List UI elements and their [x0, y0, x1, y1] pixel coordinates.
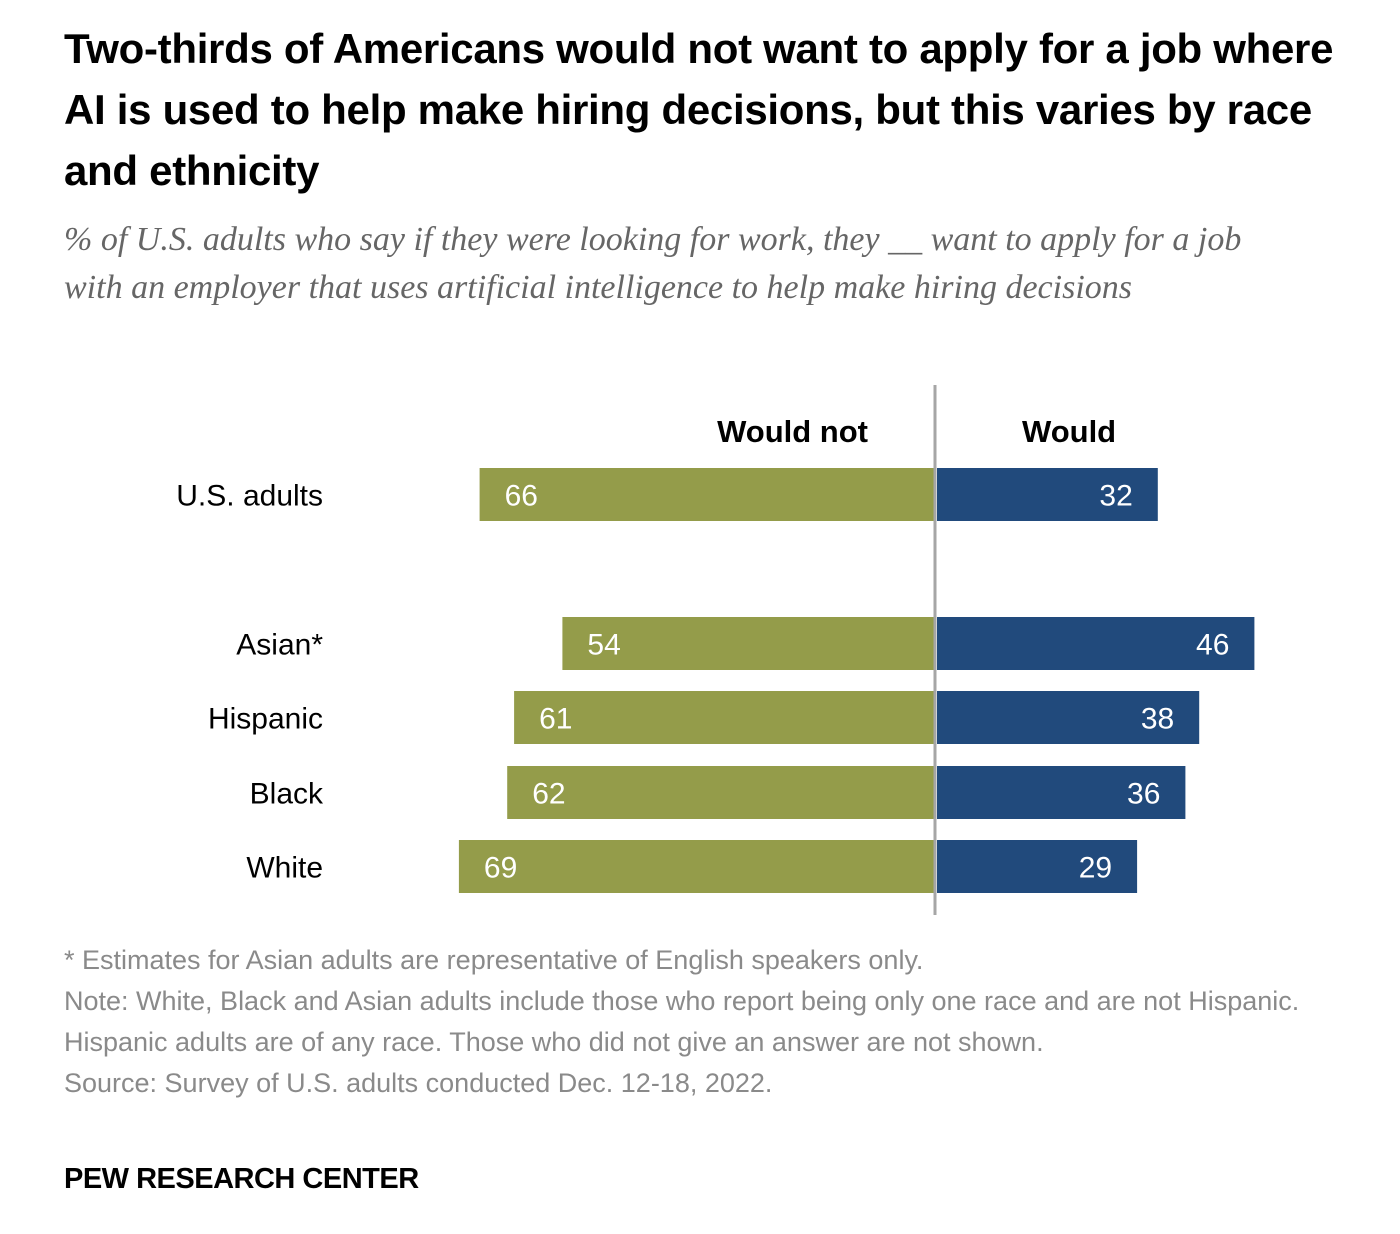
bar-would — [937, 766, 1186, 819]
value-label-would-not: 61 — [539, 703, 572, 736]
source-text: Source: Survey of U.S. adults conducted … — [64, 1068, 773, 1098]
value-label-would: 46 — [1196, 629, 1229, 662]
legend-would: Would — [1022, 414, 1116, 449]
category-label: Asian* — [236, 629, 323, 662]
bar-would — [937, 840, 1138, 893]
value-label-would: 38 — [1141, 703, 1174, 736]
bar-would-not — [479, 468, 935, 521]
value-label-would-not: 54 — [587, 629, 620, 662]
value-label-would: 29 — [1079, 852, 1112, 885]
bar-would-not — [562, 617, 935, 670]
category-label: Hispanic — [208, 703, 323, 736]
chart-subtitle: % of U.S. adults who say if they were lo… — [64, 221, 1242, 306]
asterisk-note: * Estimates for Asian adults are represe… — [64, 945, 924, 975]
chart-title: Two-thirds of Americans would not want t… — [64, 25, 1334, 194]
bar-would — [937, 617, 1255, 670]
brand-logo: PEW RESEARCH CENTER — [64, 1163, 419, 1195]
bar-would — [937, 468, 1158, 521]
value-label-would-not: 62 — [532, 778, 565, 811]
category-label: White — [246, 852, 323, 885]
diverging-bar-chart: Would not Would U.S. adults 66 32 Asian* 54 4… — [176, 385, 1255, 915]
value-label-would: 32 — [1099, 480, 1132, 513]
bar-would-not — [458, 840, 935, 893]
value-label-would-not: 66 — [505, 480, 538, 513]
note-text: Note: White, Black and Asian adults incl… — [64, 986, 1300, 1057]
bar-would — [937, 691, 1200, 744]
category-label: U.S. adults — [176, 480, 323, 513]
value-label-would-not: 69 — [484, 852, 517, 885]
legend-would-not: Would not — [717, 414, 868, 449]
value-label-would: 36 — [1127, 778, 1160, 811]
bar-would-not — [507, 766, 935, 819]
notes: * Estimates for Asian adults are represe… — [64, 940, 1354, 1104]
bar-would-not — [514, 691, 935, 744]
category-label: Black — [250, 778, 324, 811]
